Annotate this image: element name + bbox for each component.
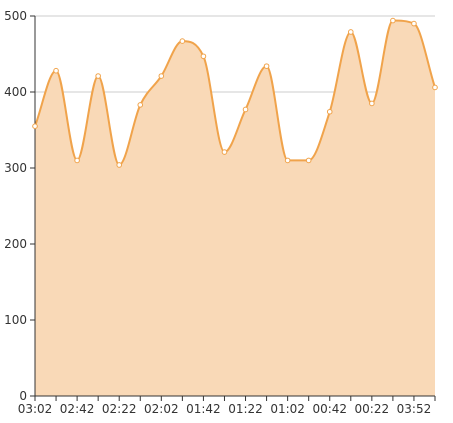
data-point bbox=[369, 100, 375, 107]
data-point bbox=[200, 53, 207, 60]
y-tick-label: 500 bbox=[4, 9, 27, 23]
data-point bbox=[74, 157, 80, 164]
data-point bbox=[242, 106, 249, 113]
area-layer bbox=[34, 19, 436, 397]
data-point bbox=[95, 73, 101, 79]
x-tick-label: 02:22 bbox=[102, 402, 137, 416]
y-tick-label: 200 bbox=[4, 237, 27, 251]
y-tick-label: 0 bbox=[19, 389, 27, 403]
y-tick-label: 400 bbox=[4, 85, 27, 99]
data-point bbox=[53, 67, 59, 74]
x-tick-label: 01:22 bbox=[228, 402, 263, 416]
data-point bbox=[221, 149, 228, 155]
x-tick-label: 01:42 bbox=[186, 402, 221, 416]
data-point bbox=[116, 162, 123, 168]
x-tick-label: 00:22 bbox=[355, 402, 390, 416]
data-point bbox=[347, 29, 354, 35]
x-tick-label: 03:02 bbox=[18, 402, 53, 416]
x-tick-label: 01:02 bbox=[270, 402, 305, 416]
x-tick-label: 02:02 bbox=[144, 402, 179, 416]
data-point bbox=[32, 123, 38, 129]
data-point bbox=[305, 157, 312, 164]
data-point bbox=[263, 63, 270, 69]
axis-layer: 0 100 200 300 400 500 03:02 02:42 02:22 02:02 01:4… bbox=[4, 9, 436, 416]
data-point bbox=[326, 108, 333, 115]
x-tick-label: 00:42 bbox=[312, 402, 347, 416]
x-tick-label: 03:52 bbox=[397, 402, 432, 416]
data-point bbox=[411, 20, 417, 27]
y-tick-label: 100 bbox=[4, 313, 27, 327]
data-point bbox=[137, 102, 144, 108]
data-point bbox=[179, 38, 186, 44]
data-point bbox=[284, 157, 291, 164]
data-point bbox=[390, 17, 396, 24]
y-tick-label: 300 bbox=[4, 161, 27, 175]
point-layer bbox=[32, 17, 438, 168]
data-point bbox=[432, 84, 438, 91]
data-point bbox=[158, 73, 165, 79]
x-tick-label: 02:42 bbox=[60, 402, 95, 416]
area-fill bbox=[35, 20, 435, 397]
